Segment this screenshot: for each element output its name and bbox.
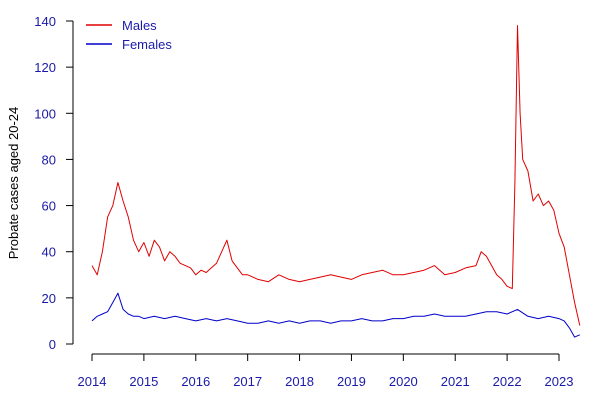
x-tick-label: 2021 — [441, 374, 470, 389]
x-tick-label: 2022 — [493, 374, 522, 389]
x-tick-label: 2020 — [389, 374, 418, 389]
y-tick-label: 0 — [49, 337, 56, 352]
y-tick-label: 40 — [42, 245, 56, 260]
x-tick-label: 2023 — [545, 374, 574, 389]
y-tick-label: 120 — [34, 60, 56, 75]
series-layer — [91, 25, 581, 338]
x-tick-label: 2018 — [285, 374, 314, 389]
y-tick-label: 20 — [42, 291, 56, 306]
y-axis-title: Probate cases aged 20-24 — [6, 107, 21, 260]
x-tick-label: 2016 — [181, 374, 210, 389]
x-tick-label: 2017 — [233, 374, 262, 389]
y-tick-label: 140 — [34, 14, 56, 29]
y-axis-ticks: 0 20 40 60 80 100 120 140 — [34, 14, 73, 352]
legend-label-males: Males — [122, 18, 157, 33]
y-tick-label: 80 — [42, 152, 56, 167]
y-tick-label: 60 — [42, 199, 56, 214]
x-tick-label: 2015 — [129, 374, 158, 389]
x-axis-ticks: 2014 2015 2016 2017 2018 2019 2020 2021 2022 2023 — [78, 354, 574, 389]
legend-label-females: Females — [122, 37, 172, 52]
series-line-males — [91, 25, 581, 326]
series-line-females — [91, 292, 581, 338]
y-tick-label: 100 — [34, 106, 56, 121]
x-tick-label: 2019 — [337, 374, 366, 389]
x-tick-label: 2014 — [78, 374, 107, 389]
legend: Males Females — [86, 18, 172, 52]
